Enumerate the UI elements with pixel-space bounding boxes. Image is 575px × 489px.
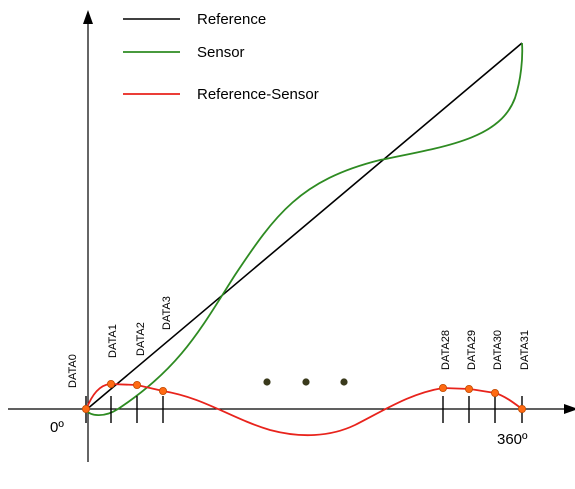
ellipsis-dot — [302, 378, 310, 386]
ellipsis-dot — [340, 378, 348, 386]
legend-label-sensor: Sensor — [197, 44, 245, 61]
marker-data30 — [490, 388, 499, 397]
legend-label-reference-sensor: Reference-Sensor — [197, 86, 319, 103]
marker-data1 — [107, 379, 116, 388]
data-label-28: DATA28 — [440, 330, 452, 370]
x-axis-start-label: 0º — [50, 419, 64, 436]
y-axis-arrowhead — [83, 10, 93, 24]
axes — [8, 10, 575, 462]
marker-data0 — [82, 404, 91, 413]
sample-markers — [82, 379, 527, 413]
data-label-3: DATA3 — [161, 296, 173, 330]
data-label-1: DATA1 — [107, 324, 119, 358]
data-label-29: DATA29 — [466, 330, 478, 370]
data-labels: DATA0 DATA1 DATA2 DATA3 DATA28 DATA29 DA… — [67, 296, 531, 388]
marker-data31 — [518, 404, 527, 413]
ellipsis-dots — [263, 378, 348, 386]
tick-marks — [85, 396, 523, 423]
legend: Reference Sensor Reference-Sensor — [123, 11, 319, 103]
sensor-curve — [85, 42, 524, 417]
x-axis-end-label: 360º — [497, 431, 528, 448]
marker-data29 — [464, 384, 473, 393]
data-label-2: DATA2 — [135, 322, 147, 356]
data-label-0: DATA0 — [67, 354, 79, 388]
data-label-31: DATA31 — [519, 330, 531, 370]
marker-data2 — [132, 380, 141, 389]
legend-label-reference: Reference — [197, 11, 266, 28]
ellipsis-dot — [263, 378, 271, 386]
reference-line — [85, 42, 523, 411]
data-label-30: DATA30 — [492, 330, 504, 370]
x-axis-arrowhead — [564, 404, 575, 414]
marker-data28 — [438, 383, 447, 392]
marker-data3 — [158, 386, 167, 395]
